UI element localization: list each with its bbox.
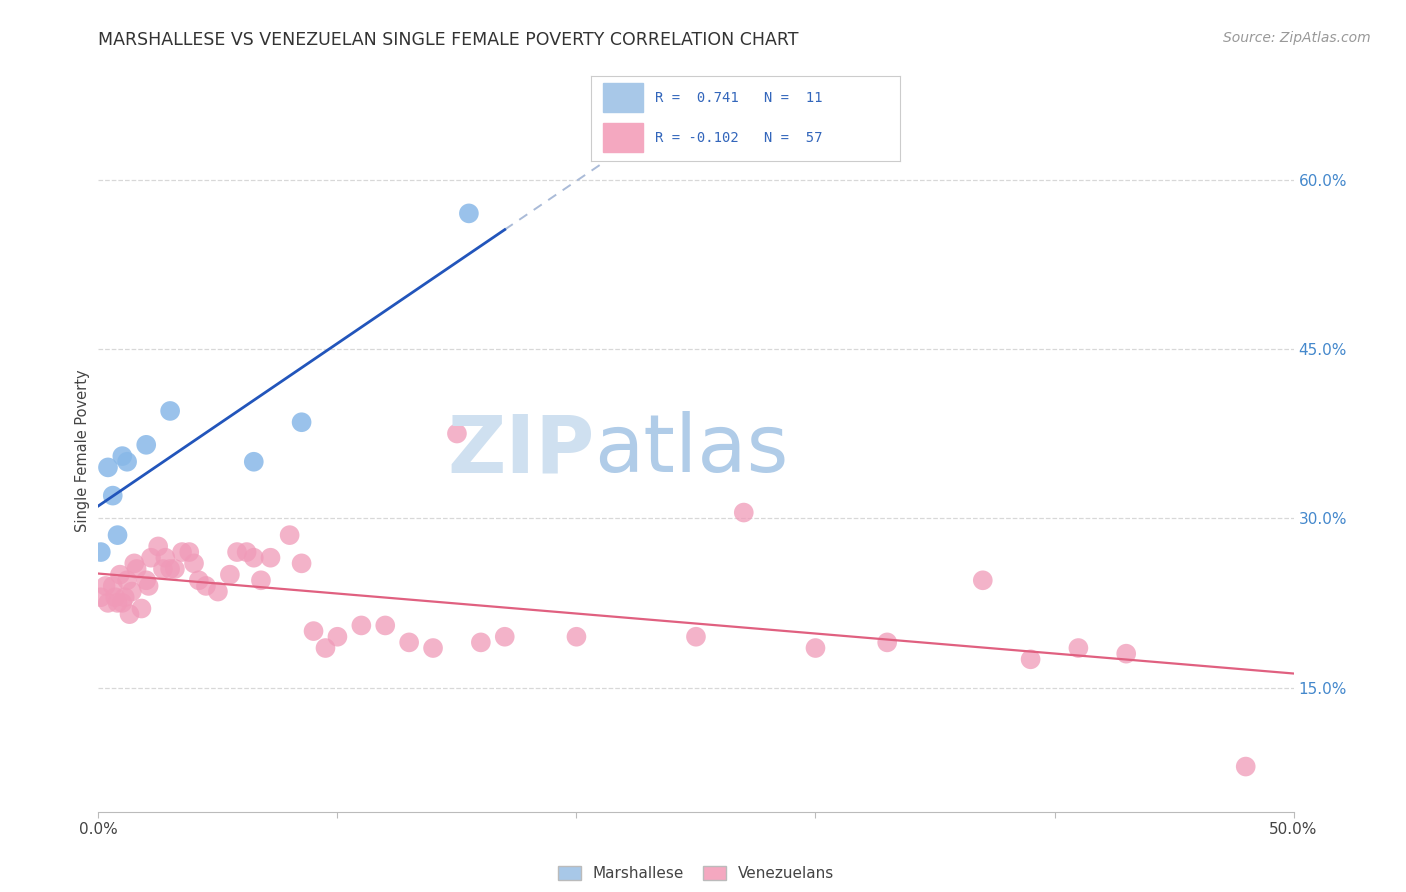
Y-axis label: Single Female Poverty: Single Female Poverty: [75, 369, 90, 532]
Text: ZIP: ZIP: [447, 411, 595, 490]
Point: [685, 630, 707, 644]
Point: [159, 404, 181, 418]
Point: [135, 574, 157, 588]
Text: R =  0.741   N =  11: R = 0.741 N = 11: [655, 91, 823, 105]
Point: [250, 574, 273, 588]
Point: [90, 545, 112, 559]
Point: [804, 640, 827, 655]
Point: [972, 574, 994, 588]
Point: [115, 455, 138, 469]
Point: [94, 579, 117, 593]
Point: [458, 206, 481, 220]
Point: [172, 545, 194, 559]
Text: R = -0.102   N =  57: R = -0.102 N = 57: [655, 131, 823, 145]
Text: MARSHALLESE VS VENEZUELAN SINGLE FEMALE POVERTY CORRELATION CHART: MARSHALLESE VS VENEZUELAN SINGLE FEMALE …: [98, 31, 799, 49]
Point: [152, 562, 174, 576]
Point: [398, 635, 420, 649]
Point: [155, 550, 177, 565]
Point: [183, 557, 205, 571]
Point: [97, 460, 120, 475]
Point: [291, 415, 314, 429]
Point: [138, 579, 160, 593]
Point: [243, 550, 266, 565]
Point: [494, 630, 516, 644]
Point: [131, 601, 153, 615]
Point: [97, 596, 120, 610]
Point: [159, 562, 181, 576]
Point: [104, 591, 127, 605]
Point: [315, 640, 337, 655]
Point: [226, 545, 249, 559]
Point: [194, 579, 218, 593]
Point: [107, 528, 129, 542]
Point: [446, 426, 468, 441]
Point: [1115, 647, 1137, 661]
Point: [118, 607, 141, 622]
Point: [291, 557, 314, 571]
Point: [235, 545, 257, 559]
Point: [350, 618, 373, 632]
Point: [733, 506, 755, 520]
FancyBboxPatch shape: [603, 123, 643, 152]
Point: [179, 545, 201, 559]
Point: [470, 635, 492, 649]
Point: [111, 449, 134, 463]
Point: [1067, 640, 1090, 655]
Point: [243, 455, 266, 469]
Point: [124, 557, 146, 571]
Point: [565, 630, 588, 644]
Point: [422, 640, 444, 655]
Text: atlas: atlas: [595, 411, 789, 490]
Point: [107, 596, 129, 610]
Point: [115, 574, 138, 588]
Point: [207, 584, 229, 599]
Point: [1019, 652, 1042, 666]
Point: [125, 562, 148, 576]
FancyBboxPatch shape: [603, 84, 643, 112]
Point: [135, 438, 157, 452]
Point: [1234, 759, 1257, 773]
Point: [101, 579, 124, 593]
Point: [302, 624, 325, 639]
Point: [278, 528, 301, 542]
Legend: Marshallese, Venezuelans: Marshallese, Venezuelans: [551, 859, 841, 888]
Point: [374, 618, 396, 632]
Point: [187, 574, 209, 588]
Point: [876, 635, 898, 649]
Point: [163, 562, 186, 576]
Point: [219, 567, 242, 582]
Point: [114, 591, 136, 605]
Point: [101, 489, 124, 503]
Point: [111, 596, 134, 610]
Point: [326, 630, 349, 644]
Point: [121, 584, 143, 599]
Point: [148, 540, 170, 554]
Point: [259, 550, 281, 565]
Point: [90, 591, 112, 605]
Point: [108, 567, 131, 582]
Text: Source: ZipAtlas.com: Source: ZipAtlas.com: [1223, 31, 1371, 45]
Point: [139, 550, 162, 565]
